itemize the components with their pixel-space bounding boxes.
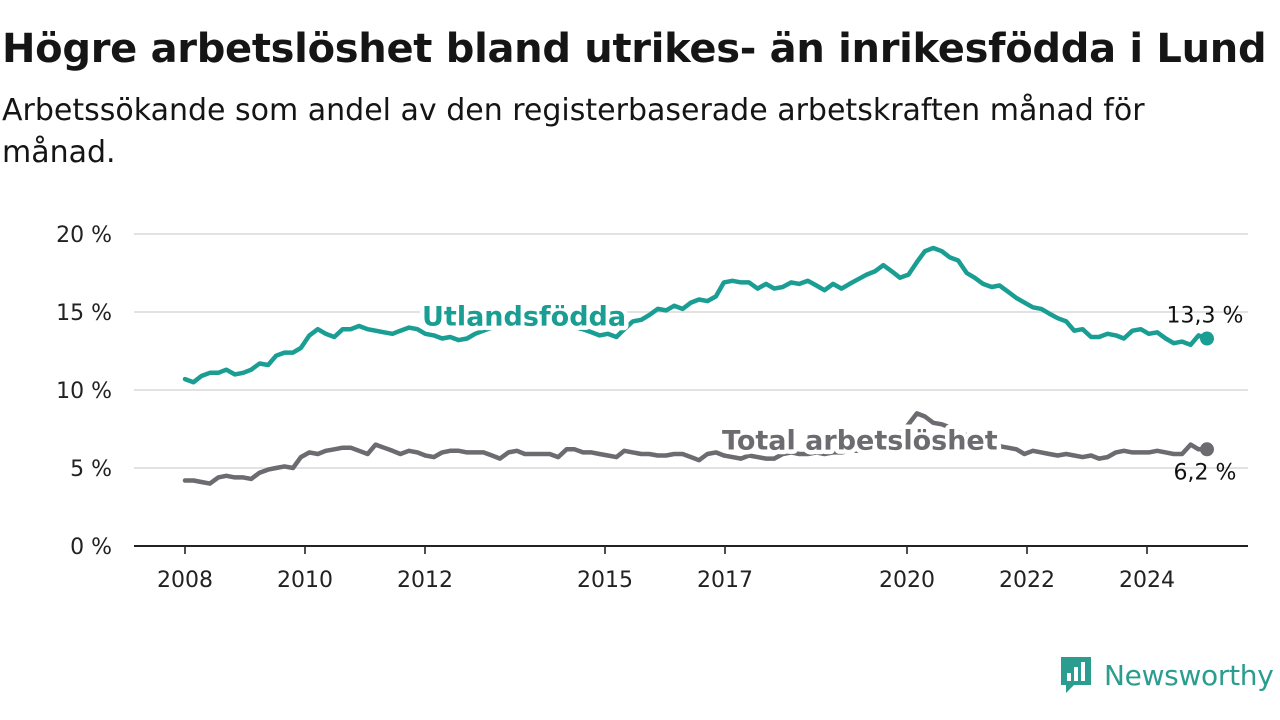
series-label-1: Utlandsfödda (422, 301, 626, 332)
y-tick-label: 5 % (70, 457, 112, 482)
newsworthy-brand: Newsworthy (1058, 654, 1274, 696)
x-tick-label: 2024 (1119, 568, 1175, 593)
chart-title: Högre arbetslöshet bland utrikes- än inr… (2, 26, 1267, 72)
x-tick-label: 2008 (157, 568, 213, 593)
series-line-1 (182, 245, 1210, 385)
y-tick-label: 0 % (70, 535, 112, 560)
series-group (182, 245, 1214, 486)
series-end-value-1: 13,3 % (1167, 304, 1244, 329)
x-tick-label: 2010 (277, 568, 333, 593)
series-label-2: Total arbetslöshet (722, 425, 998, 456)
gridlines (134, 233, 1248, 469)
x-tick-label: 2022 (999, 568, 1055, 593)
x-tick-label: 2017 (697, 568, 753, 593)
chart-subtitle: Arbetssökande som andel av den registerb… (2, 93, 1145, 170)
series-end-marker-1 (1200, 331, 1214, 346)
y-tick-label: 20 % (56, 223, 112, 248)
x-tick-label: 2020 (879, 568, 935, 593)
y-tick-label: 10 % (56, 379, 112, 404)
newsworthy-logo-icon (1061, 657, 1091, 693)
x-tick-label: 2012 (397, 568, 453, 593)
series-end-value-2: 6,2 % (1174, 460, 1237, 485)
y-axis-ticks: 0 % 5 % 10 % 15 % 20 % (56, 223, 112, 560)
series-label-halo-1: Utlandsfödda (422, 301, 626, 332)
y-tick-label: 15 % (56, 301, 112, 326)
series-label-halo-2: Total arbetslöshet (722, 425, 998, 456)
x-tick-label: 2015 (577, 568, 633, 593)
series-line-2 (182, 411, 1210, 486)
series-end-marker-2 (1200, 442, 1214, 457)
x-axis: 2008 2010 2012 2015 2017 2020 2022 2024 (134, 545, 1248, 593)
brand-name: Newsworthy (1104, 658, 1274, 692)
